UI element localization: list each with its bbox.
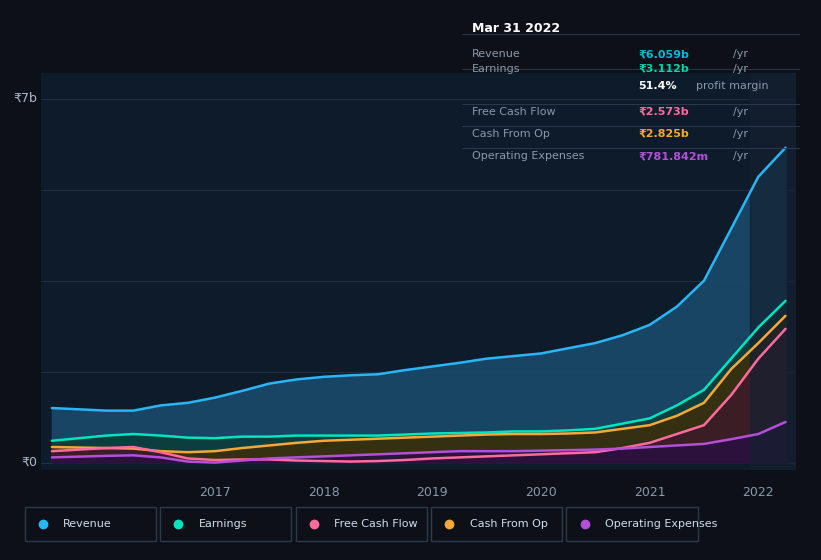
Text: ₹0: ₹0: [21, 456, 37, 469]
Text: 2022: 2022: [742, 486, 774, 500]
Text: Revenue: Revenue: [472, 49, 521, 59]
Text: ₹2.573b: ₹2.573b: [638, 107, 689, 116]
Text: 2021: 2021: [634, 486, 666, 500]
Text: ₹7b: ₹7b: [13, 92, 37, 105]
Text: ₹3.112b: ₹3.112b: [638, 64, 689, 74]
Text: profit margin: profit margin: [695, 81, 768, 91]
Text: Operating Expenses: Operating Expenses: [605, 519, 718, 529]
Text: /yr: /yr: [733, 129, 748, 139]
Text: Mar 31 2022: Mar 31 2022: [472, 22, 561, 35]
Text: Free Cash Flow: Free Cash Flow: [334, 519, 418, 529]
Text: Earnings: Earnings: [472, 64, 521, 74]
Text: 2019: 2019: [416, 486, 448, 500]
Text: 2020: 2020: [525, 486, 557, 500]
Text: ₹781.842m: ₹781.842m: [638, 151, 709, 161]
Text: 51.4%: 51.4%: [638, 81, 677, 91]
Text: /yr: /yr: [733, 49, 748, 59]
Text: 2018: 2018: [308, 486, 340, 500]
Text: Cash From Op: Cash From Op: [472, 129, 550, 139]
Text: Revenue: Revenue: [63, 519, 112, 529]
Text: ₹6.059b: ₹6.059b: [638, 49, 689, 59]
Text: /yr: /yr: [733, 151, 748, 161]
Text: Cash From Op: Cash From Op: [470, 519, 548, 529]
Text: ₹2.825b: ₹2.825b: [638, 129, 689, 139]
Text: 2017: 2017: [199, 486, 231, 500]
Text: Operating Expenses: Operating Expenses: [472, 151, 585, 161]
Text: Free Cash Flow: Free Cash Flow: [472, 107, 556, 116]
Text: Earnings: Earnings: [199, 519, 247, 529]
Text: /yr: /yr: [733, 64, 748, 74]
Text: /yr: /yr: [733, 107, 748, 116]
Bar: [750, 73, 796, 470]
